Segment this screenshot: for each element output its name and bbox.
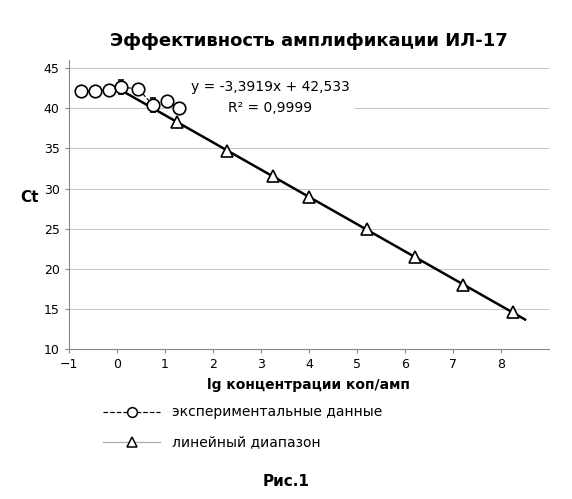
X-axis label: lg концентрации коп/амп: lg концентрации коп/амп (208, 378, 410, 392)
Text: линейный диапазон: линейный диапазон (172, 435, 320, 449)
Text: y = -3,3919x + 42,533
R² = 0,9999: y = -3,3919x + 42,533 R² = 0,9999 (191, 80, 350, 115)
Y-axis label: Ct: Ct (21, 190, 39, 205)
Text: экспериментальные данные: экспериментальные данные (172, 405, 382, 419)
Text: Рис.1: Рис.1 (263, 474, 309, 489)
Title: Эффективность амплификации ИЛ-17: Эффективность амплификации ИЛ-17 (110, 32, 508, 50)
